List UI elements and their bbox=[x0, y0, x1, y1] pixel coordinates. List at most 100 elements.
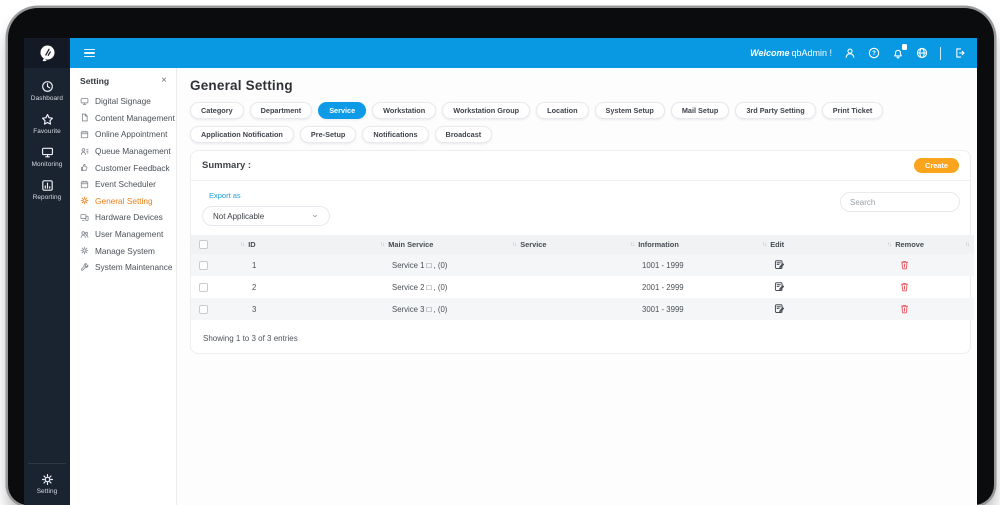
tab-workstation[interactable]: Workstation bbox=[372, 102, 436, 119]
delete-button[interactable] bbox=[899, 280, 910, 295]
row-checkbox[interactable] bbox=[199, 305, 208, 314]
main-content: General Setting CategoryDepartmentServic… bbox=[177, 68, 977, 505]
feedback-icon bbox=[80, 163, 89, 172]
rail-item-reporting[interactable]: Reporting bbox=[24, 179, 70, 201]
table-controls: Export as Not Applicable bbox=[191, 181, 970, 226]
sidebar-item-digital-signage[interactable]: Digital Signage bbox=[70, 93, 176, 110]
column-header-information[interactable]: ↑↓Information bbox=[617, 235, 749, 254]
tab-category[interactable]: Category bbox=[190, 102, 244, 119]
user-icon[interactable] bbox=[844, 47, 856, 59]
gear-icon bbox=[41, 473, 54, 486]
export-format-select[interactable]: Not Applicable bbox=[202, 206, 330, 226]
column-label: Main Service bbox=[388, 240, 433, 249]
tab-workstation-group[interactable]: Workstation Group bbox=[442, 102, 530, 119]
edit-icon bbox=[774, 303, 785, 314]
tab-service[interactable]: Service bbox=[318, 102, 366, 119]
topbar-icons: ? bbox=[844, 47, 965, 60]
services-table: ↑↓ID↑↓Main Service↑↓Service↑↓Information… bbox=[191, 235, 974, 320]
sidebar-item-manage-system[interactable]: Manage System bbox=[70, 242, 176, 259]
dashboard-icon bbox=[41, 80, 54, 93]
tab-pre-setup[interactable]: Pre-Setup bbox=[300, 126, 356, 143]
screen-icon bbox=[80, 97, 89, 106]
edit-button[interactable] bbox=[774, 302, 785, 317]
logout-icon[interactable] bbox=[953, 47, 965, 59]
rail-item-favourite[interactable]: Favourite bbox=[24, 113, 70, 135]
entries-summary: Showing 1 to 3 of 3 entries bbox=[203, 334, 298, 343]
edit-button[interactable] bbox=[774, 280, 785, 295]
icon-rail: Dashboard Favourite Monitoring Reporting Se… bbox=[24, 38, 70, 505]
bell-icon[interactable] bbox=[892, 47, 904, 59]
edit-button[interactable] bbox=[774, 258, 785, 273]
sort-icon: ↑↓ bbox=[512, 241, 516, 248]
sidebar-item-queue-management[interactable]: Queue Management bbox=[70, 143, 176, 160]
tab-print-ticket[interactable]: Print Ticket bbox=[822, 102, 884, 119]
hamburger-menu-icon[interactable] bbox=[82, 46, 97, 60]
sort-icon: ↑↓ bbox=[762, 241, 766, 248]
calendar-icon bbox=[80, 180, 89, 189]
rail-item-monitoring[interactable]: Monitoring bbox=[24, 146, 70, 168]
column-header-edit[interactable]: ↑↓Edit bbox=[749, 235, 874, 254]
column-header-main-service[interactable]: ↑↓Main Service bbox=[367, 235, 499, 254]
sidebar-item-content-management[interactable]: Content Management bbox=[70, 110, 176, 127]
cell-information: 2001 - 2999 bbox=[617, 276, 749, 298]
table-row: 2Service 2 □ , (0)2001 - 2999 bbox=[191, 276, 974, 298]
tab-department[interactable]: Department bbox=[250, 102, 313, 119]
sidebar-items: Digital Signage Content ManagementOnline … bbox=[70, 91, 176, 276]
select-all-checkbox[interactable] bbox=[199, 240, 208, 249]
sort-icon: ↑↓ bbox=[630, 241, 634, 248]
cell-id: 3 bbox=[227, 298, 367, 320]
tab-location[interactable]: Location bbox=[536, 102, 588, 119]
column-header-inner: ↑↓Remove↑↓ bbox=[874, 240, 974, 249]
sidebar-item-customer-feedback[interactable]: Customer Feedback bbox=[70, 159, 176, 176]
delete-button[interactable] bbox=[899, 302, 910, 317]
create-button[interactable]: Create bbox=[914, 158, 959, 173]
search-input[interactable] bbox=[840, 192, 960, 212]
delete-button[interactable] bbox=[899, 258, 910, 273]
row-checkbox[interactable] bbox=[199, 283, 208, 292]
sort-icon: ↑↓ bbox=[240, 241, 244, 248]
sidebar-item-event-scheduler[interactable]: Event Scheduler bbox=[70, 176, 176, 193]
tab-3rd-party-setting[interactable]: 3rd Party Setting bbox=[735, 102, 815, 119]
tab-broadcast[interactable]: Broadcast bbox=[435, 126, 493, 143]
cell-remove bbox=[874, 254, 974, 276]
tab-system-setup[interactable]: System Setup bbox=[595, 102, 665, 119]
notification-badge bbox=[902, 44, 908, 50]
cell-information: 3001 - 3999 bbox=[617, 298, 749, 320]
rail-item-dashboard[interactable]: Dashboard bbox=[24, 80, 70, 102]
column-header-remove[interactable]: ↑↓Remove↑↓ bbox=[874, 235, 974, 254]
column-header-inner: ↑↓Edit bbox=[749, 240, 874, 249]
chevron-down-icon bbox=[311, 212, 319, 220]
column-header-inner: ↑↓ID bbox=[227, 240, 367, 249]
sidebar-item-hardware-devices[interactable]: Hardware Devices bbox=[70, 209, 176, 226]
sidebar-item-label: Digital Signage bbox=[95, 96, 151, 106]
tab-mail-setup[interactable]: Mail Setup bbox=[671, 102, 730, 119]
tab-notifications[interactable]: Notifications bbox=[362, 126, 428, 143]
edit-icon bbox=[774, 259, 785, 270]
cell-information: 1001 - 1999 bbox=[617, 254, 749, 276]
row-checkbox[interactable] bbox=[199, 261, 208, 270]
cell-edit bbox=[749, 276, 874, 298]
welcome-text: WelcomeqbAdmin ! bbox=[750, 48, 832, 58]
column-header-id[interactable]: ↑↓ID bbox=[227, 235, 367, 254]
trash-icon bbox=[899, 303, 910, 314]
column-header-service[interactable]: ↑↓Service bbox=[499, 235, 617, 254]
sort-icon: ↑↓ bbox=[887, 241, 891, 248]
column-header-inner: ↑↓Information bbox=[617, 240, 749, 249]
column-header-inner: ↑↓Service bbox=[499, 240, 617, 249]
close-icon[interactable]: × bbox=[161, 77, 167, 85]
sidebar-item-label: System Maintenance bbox=[95, 262, 172, 272]
sidebar-item-general-setting[interactable]: General Setting bbox=[70, 193, 176, 210]
sidebar-item-online-appointment[interactable]: Online Appointment bbox=[70, 126, 176, 143]
app-logo[interactable] bbox=[24, 38, 70, 68]
tab-application-notification[interactable]: Application Notification bbox=[190, 126, 294, 143]
globe-icon[interactable] bbox=[916, 47, 928, 59]
help-icon[interactable]: ? bbox=[868, 47, 880, 59]
monitor-icon bbox=[41, 146, 54, 159]
sidebar-item-label: Event Scheduler bbox=[95, 179, 156, 189]
sidebar-header: Setting × bbox=[70, 68, 176, 91]
sidebar-item-user-management[interactable]: User Management bbox=[70, 226, 176, 243]
row-checkbox-cell bbox=[191, 254, 227, 276]
cell-service bbox=[499, 276, 617, 298]
sidebar-item-system-maintenance[interactable]: System Maintenance bbox=[70, 259, 176, 276]
rail-item-setting[interactable]: Setting bbox=[28, 473, 66, 495]
